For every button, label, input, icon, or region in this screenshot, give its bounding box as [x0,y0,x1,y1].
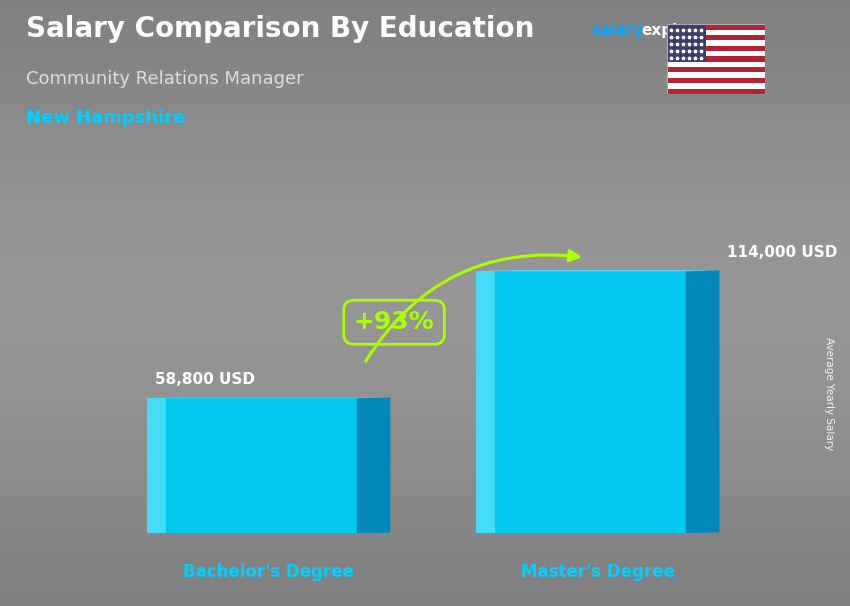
Bar [667,62,765,67]
Bar [667,41,765,45]
Text: Bachelor's Degree: Bachelor's Degree [184,563,354,581]
Polygon shape [476,270,719,271]
Text: Average Yearly Salary: Average Yearly Salary [824,338,834,450]
Text: Master's Degree: Master's Degree [521,563,675,581]
Bar [667,51,765,56]
Polygon shape [357,398,390,533]
Bar [667,88,765,94]
Polygon shape [686,270,719,533]
Bar [667,45,765,51]
Polygon shape [147,398,166,533]
Text: .com: .com [704,23,745,38]
Text: explorer: explorer [642,23,714,38]
Polygon shape [476,271,495,533]
Text: New Hampshire: New Hampshire [26,109,184,127]
Text: 58,800 USD: 58,800 USD [155,371,255,387]
Polygon shape [476,271,686,533]
Bar [667,24,706,62]
Polygon shape [147,398,357,533]
Text: Community Relations Manager: Community Relations Manager [26,70,303,88]
Bar [667,83,765,88]
Text: +93%: +93% [354,310,434,335]
Bar [667,30,765,35]
Text: 114,000 USD: 114,000 USD [727,245,837,260]
Text: Salary Comparison By Education: Salary Comparison By Education [26,15,534,43]
Bar [667,35,765,41]
Text: salary: salary [591,23,643,38]
Bar [667,67,765,73]
Bar [667,73,765,78]
Bar [667,56,765,62]
Bar [667,78,765,83]
Bar [667,24,765,30]
